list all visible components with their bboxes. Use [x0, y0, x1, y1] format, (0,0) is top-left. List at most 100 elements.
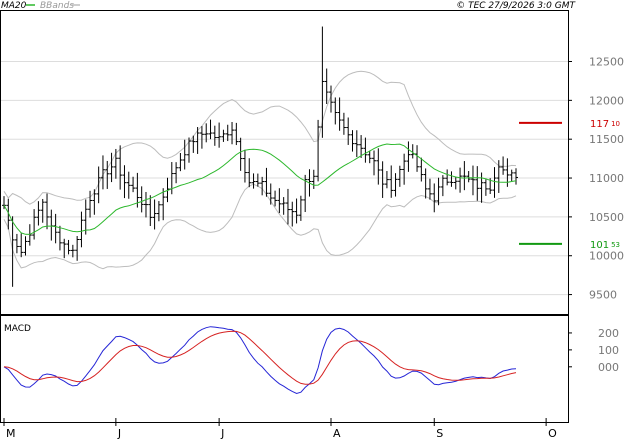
- price-bar: [453, 177, 458, 190]
- price-bar: [406, 141, 411, 172]
- price-bar: [199, 126, 204, 149]
- price-bar: [6, 198, 11, 230]
- price-bar: [251, 173, 256, 189]
- price-bar: [217, 122, 222, 148]
- price-bar: [273, 190, 278, 207]
- price-bar: [389, 165, 394, 198]
- support-label: 101 53: [590, 240, 620, 251]
- macd-y-tick-label: 100: [598, 344, 619, 357]
- price-bar: [449, 171, 454, 187]
- legend-bbands: BBands: [40, 1, 74, 11]
- price-bar: [380, 161, 385, 198]
- price-bar: [195, 127, 200, 154]
- price-bar: [255, 173, 260, 187]
- price-bar: [70, 244, 75, 258]
- price-bar: [290, 201, 295, 227]
- price-bar: [328, 85, 333, 113]
- price-bar: [509, 169, 514, 182]
- y-tick-label: 10500: [589, 211, 624, 224]
- macd-y-tick-label: 000: [598, 361, 619, 374]
- price-bar: [277, 188, 282, 214]
- price-bar: [14, 233, 19, 254]
- price-bar: [260, 176, 265, 196]
- price-bar: [514, 168, 518, 185]
- price-bar: [350, 130, 355, 152]
- price-bar: [88, 190, 93, 218]
- price-bar: [165, 177, 170, 203]
- price-bar: [152, 199, 157, 230]
- price-bar: [109, 152, 114, 183]
- price-bar: [393, 173, 398, 197]
- price-bar: [83, 199, 88, 235]
- price-bar: [234, 122, 239, 146]
- price-bar: [432, 183, 437, 213]
- y-tick-label: 11500: [589, 133, 624, 146]
- price-bar: [221, 129, 226, 142]
- macd-chart: 000 100 200: [3, 326, 619, 395]
- price-bar: [75, 236, 80, 261]
- price-bar: [174, 162, 179, 184]
- x-tick-label: J: [220, 427, 224, 440]
- price-bar: [131, 176, 136, 193]
- price-bar: [45, 193, 50, 230]
- y-tick-label: 11000: [589, 172, 624, 185]
- price-axis: 9500 10000 10500 11000 11500 12000 12500: [568, 56, 624, 302]
- support-resistance: 117 10 101 53: [519, 119, 620, 251]
- price-bar: [178, 152, 183, 172]
- price-bar: [479, 172, 484, 203]
- x-tick-label: O: [548, 427, 557, 440]
- bband-lower: [3, 183, 517, 270]
- price-bar: [281, 197, 286, 215]
- price-bar: [208, 119, 213, 140]
- price-bar: [139, 186, 144, 213]
- macd-panel-frame: [0, 315, 569, 423]
- price-bar: [40, 198, 45, 223]
- macd-signal-line: [3, 330, 517, 385]
- price-bar: [367, 150, 372, 164]
- y-tick-label: 12500: [589, 56, 624, 69]
- price-bar: [62, 238, 67, 259]
- price-bar: [230, 122, 235, 145]
- ma20-path: [3, 143, 517, 235]
- price-bar: [113, 148, 118, 179]
- price-bar: [264, 167, 269, 197]
- price-bar: [419, 157, 424, 182]
- grid: [1, 61, 568, 296]
- price-bar: [53, 213, 58, 244]
- price-bar: [156, 201, 161, 222]
- price-bar: [470, 165, 475, 196]
- price-bar: [191, 135, 196, 153]
- price-bar: [384, 171, 389, 189]
- resistance-label: 117 10: [590, 119, 620, 130]
- bband-upper: [3, 70, 517, 205]
- price-bar: [294, 198, 299, 224]
- price-bars: [2, 26, 518, 287]
- price-bar: [346, 117, 351, 145]
- y-tick-label: 9500: [589, 289, 617, 302]
- price-bar: [10, 216, 15, 287]
- price-bar: [57, 225, 62, 251]
- copyright: © TEC 27/9/2026 3:0 GMT: [456, 1, 576, 11]
- price-bar: [402, 153, 407, 185]
- y-tick-label: 12000: [589, 94, 624, 107]
- macd-line: [3, 326, 517, 395]
- price-bar: [492, 167, 497, 198]
- price-bar: [436, 177, 441, 206]
- price-bar: [285, 188, 290, 225]
- price-bar: [225, 124, 230, 142]
- price-bar: [415, 145, 420, 172]
- price-bar: [359, 135, 364, 158]
- price-bar: [135, 172, 140, 208]
- price-bar: [320, 26, 325, 138]
- x-tick-label: S: [436, 427, 443, 440]
- price-bar: [92, 189, 97, 215]
- price-bar: [363, 137, 368, 163]
- price-bar: [311, 169, 316, 189]
- price-bar: [148, 195, 153, 227]
- price-bar: [19, 233, 24, 258]
- price-bar: [238, 137, 243, 171]
- price-bar: [324, 68, 329, 105]
- price-bar: [376, 148, 381, 185]
- price-bar: [462, 161, 467, 191]
